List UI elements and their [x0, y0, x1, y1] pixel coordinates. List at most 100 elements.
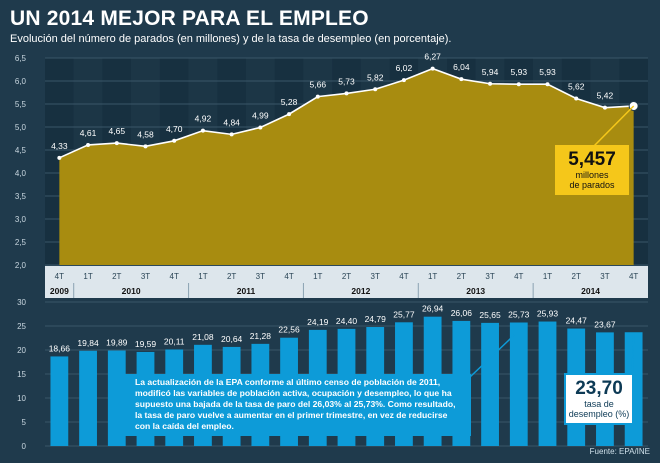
parados-point — [114, 141, 119, 146]
parados-value-label: 5,93 — [539, 67, 556, 77]
parados-point — [315, 94, 320, 99]
parados-value-label: 5,62 — [568, 81, 585, 91]
quarter-label: 1T — [198, 272, 207, 281]
unemployment-value-label: 20,64 — [221, 334, 243, 344]
parados-value-label: 5,28 — [281, 97, 298, 107]
unemployment-bar — [481, 322, 499, 446]
quarter-label: 1T — [428, 272, 437, 281]
unemployment-value-label: 18,66 — [49, 343, 71, 353]
parados-point — [574, 96, 579, 101]
page-subtitle: Evolución del número de parados (en mill… — [10, 33, 452, 45]
parados-value-label: 6,04 — [453, 62, 470, 72]
axis-strip — [45, 266, 648, 298]
bottom-y-tick-label: 5 — [22, 418, 27, 427]
quarter-label: 2T — [342, 272, 351, 281]
bottom-y-tick-label: 25 — [17, 322, 26, 331]
parados-value-label: 4,92 — [195, 114, 212, 124]
quarter-label: 3T — [141, 272, 150, 281]
quarter-label: 1T — [543, 272, 552, 281]
parados-value-label: 5,93 — [511, 67, 528, 77]
parados-point — [229, 132, 234, 137]
unemployment-bar — [107, 350, 126, 446]
quarter-label: 4T — [55, 272, 64, 281]
top-y-tick-label: 6,5 — [15, 54, 27, 63]
unemployment-value-label: 22,56 — [278, 325, 300, 335]
parados-point — [430, 66, 435, 71]
quarter-label: 4T — [514, 272, 523, 281]
top-y-tick-label: 2,5 — [15, 238, 27, 247]
unemployment-value-label: 24,79 — [365, 314, 387, 324]
parados-value-label: 5,94 — [482, 67, 499, 77]
parados-value-label: 5,82 — [367, 72, 384, 82]
source-credit: Fuente: EPA/INE — [589, 447, 650, 456]
year-label: 2010 — [122, 286, 141, 296]
quarter-label: 2T — [227, 272, 236, 281]
unemployment-bar — [538, 321, 557, 446]
tasa-callout: 23,70 tasa de desempleo (%) — [564, 373, 634, 425]
parados-point — [57, 155, 62, 160]
epa-note: La actualización de la EPA conforme al ú… — [125, 374, 471, 436]
quarter-label: 4T — [399, 272, 408, 281]
top-y-tick-label: 5,5 — [15, 100, 27, 109]
parados-value-label: 4,61 — [80, 128, 97, 138]
parados-value-label: 6,27 — [424, 52, 441, 62]
unemployment-value-label: 26,94 — [422, 304, 444, 314]
year-label: 2012 — [351, 286, 370, 296]
quarter-label: 3T — [256, 272, 265, 281]
parados-point — [459, 77, 464, 82]
top-y-tick-label: 3,5 — [15, 192, 27, 201]
top-y-tick-label: 5,0 — [15, 123, 27, 132]
year-label: 2013 — [466, 286, 485, 296]
unemployment-value-label: 20,11 — [164, 336, 185, 346]
unemployment-value-label: 26,06 — [451, 308, 473, 318]
parados-point — [516, 82, 521, 87]
unemployment-value-label: 21,28 — [250, 331, 272, 341]
quarter-label: 4T — [170, 272, 179, 281]
quarter-label: 2T — [112, 272, 121, 281]
unemployment-value-label: 19,89 — [106, 338, 128, 348]
parados-callout: 5,457 millones de parados — [555, 145, 629, 195]
parados-callout-pointer — [593, 105, 635, 147]
year-label: 2011 — [237, 286, 256, 296]
parados-value-label: 4,58 — [137, 129, 154, 139]
quarter-label: 3T — [371, 272, 380, 281]
bottom-y-tick-label: 15 — [17, 370, 26, 379]
tasa-callout-value: 23,70 — [575, 378, 623, 399]
parados-point — [143, 144, 148, 149]
year-label: 2014 — [581, 286, 600, 296]
parados-point — [488, 81, 493, 86]
bottom-y-tick-label: 30 — [17, 298, 26, 307]
page-title: UN 2014 MEJOR PARA EL EMPLEO — [10, 7, 369, 30]
tasa-callout-label-2: desempleo (%) — [568, 409, 630, 419]
unemployment-value-label: 24,47 — [566, 316, 588, 326]
bottom-y-tick-label: 10 — [17, 394, 26, 403]
quarter-label: 3T — [485, 272, 494, 281]
parados-value-label: 4,33 — [51, 141, 68, 151]
unemployment-bar — [509, 322, 528, 446]
parados-callout-value: 5,457 — [568, 149, 616, 170]
unemployment-bar — [79, 350, 97, 446]
bottom-y-tick-label: 0 — [22, 442, 27, 451]
parados-point — [373, 87, 378, 92]
unemployment-value-label: 25,73 — [508, 309, 530, 319]
unemployment-value-label: 23,67 — [594, 319, 616, 329]
parados-callout-label-2: de parados — [569, 180, 615, 190]
parados-point — [200, 128, 205, 133]
top-y-tick-label: 4,5 — [15, 146, 27, 155]
quarter-label: 1T — [83, 272, 92, 281]
unemployment-value-label: 21,08 — [192, 332, 214, 342]
top-y-tick-label: 4,0 — [15, 169, 27, 178]
quarter-label: 3T — [600, 272, 609, 281]
unemployment-value-label: 25,77 — [393, 309, 415, 319]
parados-value-label: 4,84 — [223, 117, 240, 127]
top-y-tick-label: 3,0 — [15, 215, 27, 224]
parados-point — [602, 105, 607, 110]
parados-value-label: 4,65 — [109, 126, 126, 136]
quarter-label: 2T — [572, 272, 581, 281]
quarter-label: 4T — [629, 272, 638, 281]
note-pointer — [469, 333, 516, 378]
parados-point — [287, 112, 292, 117]
parados-point — [258, 125, 263, 130]
unemployment-value-label: 19,59 — [135, 339, 157, 349]
